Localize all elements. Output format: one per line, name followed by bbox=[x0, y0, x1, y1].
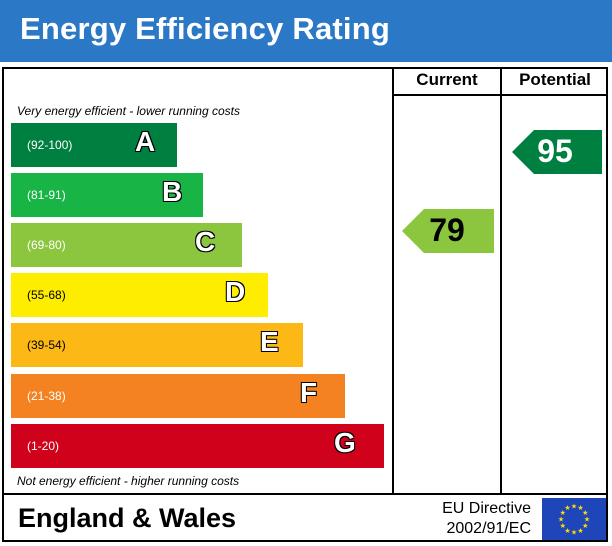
band-range-label: (81-91) bbox=[27, 188, 66, 202]
rating-frame bbox=[2, 67, 608, 542]
eu-star-icon: ★ bbox=[582, 509, 588, 517]
directive-line-1: EU Directive bbox=[442, 500, 531, 517]
band-letter: A bbox=[135, 126, 156, 157]
eu-flag-icon: ★ ★ ★ ★ ★ ★ ★ ★ ★ ★ ★ ★ bbox=[542, 498, 606, 540]
column-divider-potential bbox=[500, 67, 502, 495]
eu-stars: ★★★★★★★★★ ★ ★★ bbox=[558, 503, 590, 537]
band-letter: C bbox=[195, 226, 216, 257]
band-letter: B bbox=[162, 176, 183, 207]
band-range-label: (1-20) bbox=[27, 439, 60, 453]
region-label: England & Wales bbox=[18, 503, 237, 533]
column-divider-current bbox=[392, 67, 394, 495]
eu-star-icon: ★ bbox=[584, 516, 590, 524]
inefficient-note: Not energy efficient - higher running co… bbox=[17, 474, 240, 488]
title-bar: Energy Efficiency Rating bbox=[0, 0, 612, 62]
band-letter: D bbox=[225, 276, 246, 307]
potential-column-header: Potential bbox=[519, 70, 591, 89]
eu-star-icon: ★ bbox=[582, 522, 588, 530]
band-range-label: (69-80) bbox=[27, 238, 66, 252]
band-f: (21-38) F bbox=[11, 374, 345, 418]
band-range-label: (55-68) bbox=[27, 288, 66, 302]
band-letter: F bbox=[300, 377, 318, 408]
current-rating-value: 79 bbox=[429, 212, 465, 248]
band-b: (81-91) B bbox=[11, 173, 203, 217]
band-c: (69-80) C bbox=[11, 223, 242, 267]
band-letter: G bbox=[334, 427, 356, 458]
eu-star-icon: ★ bbox=[577, 527, 583, 535]
band-g: (1-20) G bbox=[11, 424, 384, 468]
current-rating-arrow bbox=[402, 209, 494, 253]
current-column-header: Current bbox=[416, 70, 478, 89]
band-range-label: (21-38) bbox=[27, 389, 66, 403]
band-range-label: (92-100) bbox=[27, 138, 73, 152]
eu-star-icon: ★ bbox=[571, 503, 577, 511]
potential-rating-arrow bbox=[512, 130, 602, 174]
band-range-label: (39-54) bbox=[27, 338, 66, 352]
eu-star-icon: ★ bbox=[558, 516, 564, 524]
eu-star-icon: ★ bbox=[560, 522, 566, 530]
eu-star-icon: ★ bbox=[564, 504, 570, 512]
band-letter: E bbox=[260, 326, 279, 357]
column-header-divider bbox=[392, 94, 608, 96]
efficient-note: Very energy efficient - lower running co… bbox=[17, 104, 240, 118]
page-title: Energy Efficiency Rating bbox=[20, 11, 391, 46]
band-d: (55-68) D bbox=[11, 273, 268, 317]
footer-divider bbox=[2, 493, 608, 495]
potential-rating-value: 95 bbox=[537, 133, 573, 169]
directive-line-2: 2002/91/EC bbox=[446, 520, 531, 537]
band-e: (39-54) E bbox=[11, 323, 303, 367]
eu-star-icon: ★ bbox=[564, 527, 570, 535]
eu-star-icon: ★ bbox=[571, 529, 577, 537]
eu-star-icon: ★ bbox=[560, 509, 566, 517]
eu-star-icon: ★ bbox=[577, 504, 583, 512]
band-a: (92-100) A bbox=[11, 123, 177, 167]
